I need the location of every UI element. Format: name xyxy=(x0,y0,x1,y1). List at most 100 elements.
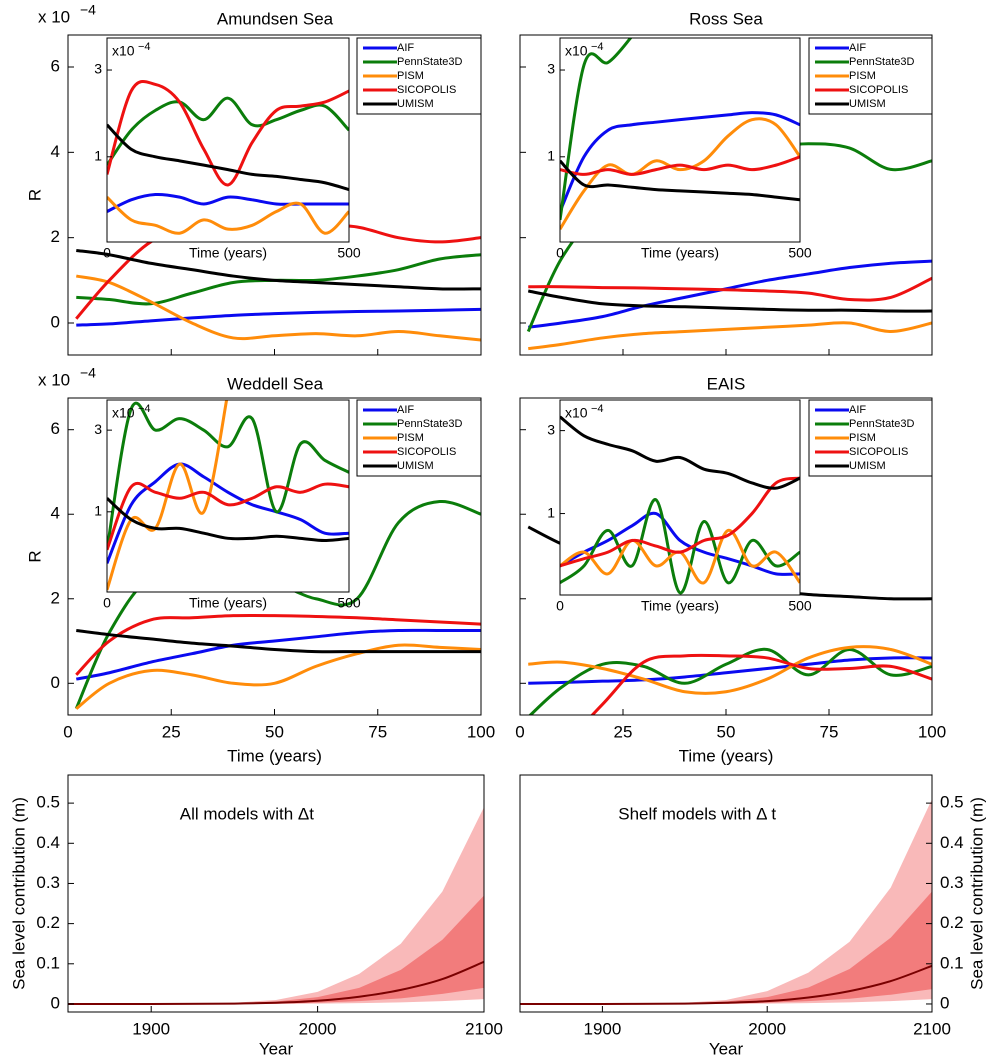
x-tick-label: 25 xyxy=(162,722,181,741)
y-tick-label: 6 xyxy=(51,419,60,438)
y-scale-label: x 10 xyxy=(38,370,70,389)
inset-background xyxy=(560,38,800,242)
x-tick-label: 75 xyxy=(820,722,839,741)
data-line xyxy=(560,155,800,176)
data-line xyxy=(528,647,932,715)
legend-label: PISM xyxy=(397,70,424,82)
legend-label: AIF xyxy=(397,404,414,416)
inset-x-tick-label: 500 xyxy=(337,595,361,611)
y-tick-label: 0.3 xyxy=(940,873,964,892)
data-line xyxy=(75,643,481,710)
x-tick-label: 2100 xyxy=(465,1019,503,1038)
axes-frame xyxy=(519,774,933,1013)
legend-label: SICOPOLIS xyxy=(397,84,456,96)
data-line xyxy=(107,400,229,591)
inset-x-tick-label: 500 xyxy=(788,245,812,261)
x-tick-label: 2000 xyxy=(299,1019,337,1038)
chart-title: Ross Sea xyxy=(689,9,763,28)
data-line xyxy=(107,196,349,235)
y-tick-label: 4 xyxy=(51,142,60,161)
inset-x-tick-label: 0 xyxy=(103,595,111,611)
legend-label: PennState3D xyxy=(849,56,914,68)
y-axis-label: R xyxy=(25,189,44,201)
inset-y-scale-exponent: −4 xyxy=(591,41,604,53)
x-axis-label: Time (years) xyxy=(227,746,322,765)
data-line xyxy=(528,656,932,685)
x-axis-label: Year xyxy=(259,1039,294,1058)
inset-y-tick-label: 3 xyxy=(94,421,102,437)
data-line xyxy=(107,401,349,551)
legend-label: PISM xyxy=(397,432,424,444)
inset-y-tick-label: 3 xyxy=(547,61,555,77)
inset-y-tick-label: 1 xyxy=(94,503,102,519)
inset-x-tick-label: 0 xyxy=(556,598,564,614)
inset-x-tick-label: 500 xyxy=(337,245,361,261)
y-tick-label: 0.5 xyxy=(940,793,964,812)
data-line xyxy=(560,511,800,576)
y-tick-label: 0 xyxy=(940,993,949,1012)
legend-label: SICOPOLIS xyxy=(849,446,908,458)
data-line xyxy=(528,259,932,329)
y-tick-label: 0.3 xyxy=(36,873,60,892)
data-line xyxy=(107,79,349,187)
chart-title: Amundsen Sea xyxy=(217,9,334,28)
legend-label: UMISM xyxy=(849,98,886,110)
y-axis-label: Sea level contribution (m) xyxy=(967,797,986,990)
legend-label: AIF xyxy=(849,42,866,54)
data-line xyxy=(107,481,349,551)
data-line xyxy=(560,476,800,568)
inset-y-tick-label: 1 xyxy=(94,147,102,163)
x-tick-label: 50 xyxy=(717,722,736,741)
chart-title: Weddell Sea xyxy=(227,374,324,393)
data-line xyxy=(528,645,932,695)
data-line xyxy=(107,497,349,542)
x-tick-label: 1900 xyxy=(132,1019,170,1038)
inset-x-tick-label: 500 xyxy=(788,598,812,614)
y-tick-label: 0 xyxy=(51,673,60,692)
x-tick-label: 100 xyxy=(467,722,495,741)
x-tick-label: 50 xyxy=(265,722,284,741)
legend-label: PISM xyxy=(849,432,876,444)
data-line xyxy=(560,159,800,202)
band-area xyxy=(520,891,932,1004)
y-tick-label: 0.5 xyxy=(36,793,60,812)
legend-label: SICOPOLIS xyxy=(397,446,456,458)
data-line xyxy=(528,321,932,351)
inset-y-scale-exponent: −4 xyxy=(138,41,151,53)
y-tick-label: 0.2 xyxy=(940,913,964,932)
inset-frame xyxy=(106,37,350,243)
y-tick-label: 0.4 xyxy=(36,833,60,852)
median-line xyxy=(520,964,932,1005)
chart-title: EAIS xyxy=(707,374,746,393)
y-tick-label: 6 xyxy=(51,56,60,75)
legend-label: SICOPOLIS xyxy=(849,84,908,96)
y-tick-label: 0.1 xyxy=(940,953,964,972)
data-line xyxy=(560,111,800,213)
y-tick-label: 0.4 xyxy=(940,833,964,852)
y-axis-label: Sea level contribution (m) xyxy=(9,797,28,990)
y-tick-label: 4 xyxy=(51,504,60,523)
y-tick-label: 0.2 xyxy=(36,913,60,932)
annotation: All models with Δt xyxy=(180,804,314,823)
y-tick-label: 0.1 xyxy=(36,953,60,972)
y-scale-label: x 10 xyxy=(38,7,70,26)
data-line xyxy=(76,307,481,327)
inset-y-scale-exponent: −4 xyxy=(591,403,604,415)
x-tick-label: 2100 xyxy=(913,1019,951,1038)
inset-x-tick-label: 0 xyxy=(556,245,564,261)
inset-x-label: Time (years) xyxy=(189,245,267,261)
x-tick-label: 0 xyxy=(63,722,72,741)
inset-y-scale-exponent: −4 xyxy=(138,403,151,415)
axes-frame xyxy=(67,774,485,1013)
x-tick-label: 0 xyxy=(515,722,524,741)
data-line xyxy=(560,38,633,221)
x-tick-label: 1900 xyxy=(583,1019,621,1038)
data-line xyxy=(75,274,481,342)
inset-background xyxy=(107,38,349,242)
legend-label: UMISM xyxy=(397,98,434,110)
annotation: Shelf models with Δ t xyxy=(618,804,776,823)
inset-background xyxy=(107,400,349,592)
data-line xyxy=(528,276,932,302)
band-area xyxy=(68,895,484,1004)
